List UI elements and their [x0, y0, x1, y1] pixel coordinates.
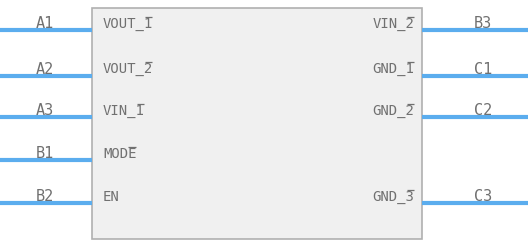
Text: GND_2: GND_2 [373, 104, 414, 118]
Text: GND_1: GND_1 [373, 62, 414, 76]
Text: A3: A3 [36, 103, 54, 118]
Text: VIN_1: VIN_1 [103, 104, 145, 118]
Bar [92, 8, 422, 239]
Text: B3: B3 [474, 16, 492, 32]
Text: MODE: MODE [103, 147, 136, 161]
Text: C2: C2 [474, 103, 492, 118]
Text: C3: C3 [474, 189, 492, 204]
Text: VIN_2: VIN_2 [373, 17, 414, 31]
Text: EN: EN [103, 190, 120, 204]
Text: A1: A1 [36, 16, 54, 32]
Text: A2: A2 [36, 62, 54, 77]
Text: B2: B2 [36, 189, 54, 204]
Text: B1: B1 [36, 146, 54, 161]
Text: VOUT_2: VOUT_2 [103, 62, 153, 76]
Text: VOUT_1: VOUT_1 [103, 17, 153, 31]
Text: GND_3: GND_3 [373, 190, 414, 204]
Text: C1: C1 [474, 62, 492, 77]
